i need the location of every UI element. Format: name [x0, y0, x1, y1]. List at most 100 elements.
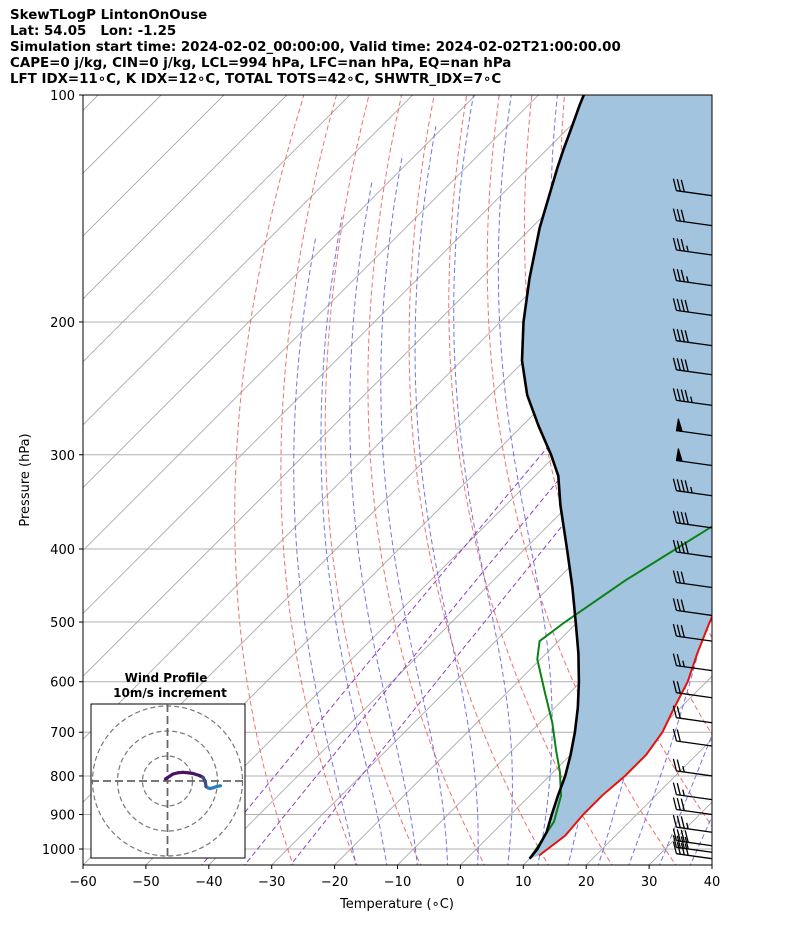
barb-shaft — [676, 399, 713, 407]
y-tick-label: 700 — [50, 726, 75, 741]
barb-full — [676, 706, 681, 719]
barb-half — [686, 276, 689, 283]
barb-shaft — [676, 770, 713, 777]
wind-barb — [672, 478, 713, 497]
barb-full — [676, 208, 681, 222]
barb-full — [684, 359, 689, 372]
wind-barb — [672, 797, 713, 816]
dry-adiabat-line — [448, 95, 613, 865]
y-tick-label: 600 — [50, 676, 75, 691]
barb-full — [676, 797, 681, 811]
barb-shaft — [676, 309, 713, 317]
hodograph-segment — [215, 784, 223, 789]
parcel-line — [520, 95, 586, 860]
barb-full — [680, 179, 685, 192]
barb-full — [680, 329, 685, 342]
barb-shaft — [676, 369, 713, 376]
barb-half — [682, 660, 685, 667]
barb-full — [680, 511, 685, 525]
y-tick-label: 200 — [50, 316, 75, 331]
y-tick-label: 500 — [50, 616, 75, 631]
barb-half — [682, 765, 685, 773]
x-tick-label: −30 — [258, 875, 285, 890]
barb-full — [684, 330, 689, 343]
moist-adiabat-line — [349, 180, 418, 865]
barb-full — [676, 298, 681, 312]
barb-full — [672, 835, 678, 848]
chart-title: SkewTLogP LintonOnOuse — [10, 8, 208, 23]
barb-full — [676, 681, 681, 694]
barb-shaft — [676, 551, 713, 558]
barb-full — [672, 328, 678, 341]
barb-full — [684, 480, 689, 493]
barb-full — [680, 299, 685, 312]
barb-full — [676, 759, 681, 772]
barb-full — [680, 816, 685, 829]
isotherm-line — [333, 486, 712, 865]
isotherm-line — [83, 95, 414, 426]
barb-full — [680, 479, 685, 493]
y-tick-label: 300 — [50, 449, 75, 464]
barb-half — [690, 396, 693, 403]
barb-full — [672, 178, 678, 191]
barb-shaft — [676, 826, 713, 833]
wind-barb — [675, 448, 713, 467]
barb-half — [682, 789, 685, 796]
barb-full — [676, 815, 681, 828]
barb-full — [672, 815, 678, 828]
barb-full — [672, 680, 678, 693]
isotherm-line — [83, 95, 288, 300]
barb-full — [672, 841, 678, 854]
barb-full — [672, 510, 678, 523]
barb-shaft — [676, 692, 713, 699]
wind-barb — [672, 815, 713, 833]
barb-full — [684, 836, 689, 850]
hodograph-title: Wind Profile — [125, 671, 208, 685]
isotherm-line — [711, 864, 712, 865]
y-tick-label: 100 — [50, 89, 75, 104]
x-tick-label: 0 — [456, 875, 464, 890]
wind-barb — [672, 510, 713, 529]
barb-full — [680, 209, 685, 222]
dry-adiabat-line — [280, 95, 358, 865]
barb-shaft — [676, 522, 713, 529]
y-tick-label: 900 — [50, 809, 75, 824]
barb-full — [680, 541, 685, 554]
barb-full — [676, 238, 681, 251]
barb-full — [680, 625, 685, 638]
wind-barb — [672, 758, 713, 777]
barb-half — [686, 245, 689, 252]
moist-adiabat-line — [380, 154, 449, 865]
barb-shaft — [676, 279, 713, 287]
barb-full — [680, 269, 685, 282]
time-text: Simulation start time: 2024-02-02_00:00:… — [10, 40, 621, 55]
x-tick-label: 20 — [578, 875, 595, 890]
barb-full — [676, 598, 681, 612]
barb-shaft — [676, 853, 713, 860]
barb-full — [672, 268, 678, 281]
wind-barb — [672, 178, 713, 197]
barb-full — [672, 782, 678, 795]
dry-adiabat-line — [324, 95, 422, 865]
cape-cin-shading — [522, 95, 712, 859]
wind-barb — [672, 388, 713, 407]
dewpoint-line — [528, 525, 712, 860]
temperature-line — [538, 614, 712, 857]
barb-full — [680, 571, 685, 584]
isotherm-line — [271, 424, 712, 865]
barb-shaft — [676, 190, 713, 197]
barb-full — [680, 358, 685, 372]
barb-shaft — [676, 846, 713, 853]
wind-barb — [672, 570, 713, 589]
moist-adiabat-line — [720, 78, 794, 868]
barb-shaft — [676, 808, 713, 816]
hodograph-plot — [91, 704, 245, 858]
wind-barb — [672, 298, 713, 317]
barb-shaft — [676, 717, 713, 724]
wind-barb — [672, 328, 713, 347]
x-tick-label: −20 — [321, 875, 348, 890]
moist-adiabat-line — [658, 733, 712, 865]
stability-text: CAPE=0 j/kg, CIN=0 j/kg, LCL=994 hPa, LF… — [10, 56, 512, 71]
moist-adiabat-line — [320, 216, 388, 865]
isotherm-line — [83, 95, 225, 237]
